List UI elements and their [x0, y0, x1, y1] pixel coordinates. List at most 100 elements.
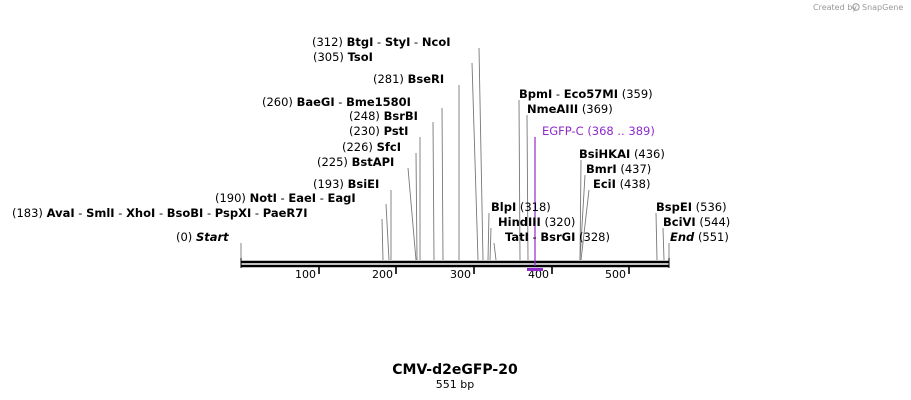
- enzyme-name: TatI: [505, 230, 529, 244]
- enzyme-name: Bme1580I: [346, 95, 411, 109]
- enzyme-name: BmrI: [586, 162, 617, 176]
- enzyme-label[interactable]: BmrI (437): [586, 162, 651, 176]
- name-separator: -: [316, 191, 327, 205]
- ruler-tick-label: 400: [528, 268, 549, 281]
- map-length: 551 bp: [436, 378, 474, 391]
- enzyme-position: (190): [215, 191, 246, 205]
- enzyme-name: EaeI: [288, 191, 316, 205]
- enzyme-name: BstAPI: [352, 155, 395, 169]
- enzyme-name: NmeAIII: [527, 102, 578, 116]
- enzyme-name: PspXI: [215, 206, 251, 220]
- enzyme-label[interactable]: (281) BseRI: [373, 72, 444, 86]
- feature-label[interactable]: EGFP-C (368 .. 389): [542, 124, 655, 138]
- enzyme-position: (318): [520, 200, 551, 214]
- name-separator: -: [203, 206, 214, 220]
- name-separator: -: [277, 191, 288, 205]
- enzyme-connector: [662, 227, 665, 261]
- enzyme-connector: [580, 189, 590, 261]
- enzyme-label[interactable]: BsiHKAI (436): [579, 147, 665, 161]
- enzyme-name: Start: [196, 230, 229, 244]
- enzyme-label[interactable]: (193) BsiEI: [313, 177, 379, 191]
- snapgene-logo-icon: [852, 3, 860, 11]
- enzyme-name: BsrBI: [384, 109, 418, 123]
- enzyme-label[interactable]: (248) BsrBI: [349, 109, 418, 123]
- enzyme-connector: [655, 212, 658, 261]
- enzyme-connector: [487, 212, 490, 261]
- enzyme-name: NotI: [250, 191, 277, 205]
- enzyme-name: PaeR7I: [263, 206, 308, 220]
- feature-egfp-c[interactable]: EGFP-C (368 .. 389): [527, 124, 655, 271]
- enzyme-label[interactable]: BpmI - Eco57MI (359): [519, 87, 653, 101]
- enzyme-connector: [579, 174, 586, 261]
- enzyme-label[interactable]: HindIII (320): [498, 215, 575, 229]
- enzyme-position: (436): [634, 147, 665, 161]
- enzyme-name: End: [670, 230, 695, 244]
- enzyme-connector: [489, 227, 492, 261]
- feature-range: (368 .. 389): [587, 124, 655, 138]
- enzyme-name: EagI: [328, 191, 356, 205]
- name-separator: -: [335, 95, 346, 109]
- name-separator: -: [115, 206, 126, 220]
- name-separator: -: [155, 206, 166, 220]
- enzyme-label[interactable]: (312) BtgI - StyI - NcoI: [312, 35, 451, 49]
- enzyme-connector: [385, 203, 390, 261]
- sequence-backbone: [240, 258, 670, 268]
- enzyme-connector-lines: [240, 47, 670, 261]
- enzyme-connector: [432, 121, 435, 261]
- enzyme-label[interactable]: End (551): [670, 230, 729, 244]
- enzyme-position: (328): [579, 230, 610, 244]
- enzyme-label[interactable]: BspEI (536): [656, 200, 727, 214]
- enzyme-label[interactable]: (190) NotI - EaeI - EagI: [215, 191, 356, 205]
- enzyme-name: BspEI: [656, 200, 692, 214]
- enzyme-label[interactable]: NmeAIII (369): [527, 102, 613, 116]
- enzyme-label[interactable]: (0) Start: [176, 230, 229, 244]
- enzyme-name: BciVI: [663, 215, 696, 229]
- enzyme-position: (312): [312, 35, 343, 49]
- enzyme-label[interactable]: (260) BaeGI - Bme1580I: [262, 95, 411, 109]
- name-separator: -: [529, 230, 540, 244]
- enzyme-position: (225): [317, 155, 348, 169]
- ruler-tick-label: 100: [295, 268, 316, 281]
- enzyme-position: (193): [313, 177, 344, 191]
- enzyme-position: (544): [699, 215, 730, 229]
- enzyme-name: BsrGI: [540, 230, 575, 244]
- enzyme-position: (281): [373, 72, 404, 86]
- enzyme-position: (369): [582, 102, 613, 116]
- enzyme-connector: [471, 62, 479, 261]
- enzyme-name: BtgI: [347, 35, 374, 49]
- enzyme-label[interactable]: EciI (438): [593, 177, 651, 191]
- enzyme-name: StyI: [385, 35, 411, 49]
- enzyme-connector: [579, 159, 582, 261]
- name-separator: -: [251, 206, 262, 220]
- enzyme-name: BsiHKAI: [579, 147, 630, 161]
- enzyme-name: TsoI: [348, 50, 373, 64]
- enzyme-label[interactable]: (225) BstAPI: [317, 155, 394, 169]
- feature-bar[interactable]: [527, 268, 543, 271]
- ruler-tick-label: 300: [450, 268, 471, 281]
- enzyme-label[interactable]: (183) AvaI - SmlI - XhoI - BsoBI - PspXI…: [12, 206, 308, 220]
- map-title: CMV-d2eGFP-20: [392, 362, 518, 378]
- enzyme-name: SfcI: [377, 140, 401, 154]
- credit-text: Created by: [813, 3, 857, 12]
- enzyme-label[interactable]: (230) PstI: [349, 124, 408, 138]
- enzyme-name: BpmI: [519, 87, 552, 101]
- enzyme-position: (183): [12, 206, 43, 220]
- enzyme-position: (0): [176, 230, 192, 244]
- enzyme-name: NcoI: [422, 35, 451, 49]
- ruler-tick-label: 500: [605, 268, 626, 281]
- enzyme-label[interactable]: (305) TsoI: [313, 50, 373, 64]
- enzyme-name: BsoBI: [167, 206, 204, 220]
- enzyme-label[interactable]: TatI - BsrGI (328): [505, 230, 610, 244]
- enzyme-label[interactable]: (226) SfcI: [342, 140, 401, 154]
- enzyme-label[interactable]: BciVI (544): [663, 215, 730, 229]
- enzyme-name: Eco57MI: [564, 87, 618, 101]
- enzyme-position: (438): [620, 177, 651, 191]
- enzyme-name: BlpI: [491, 200, 516, 214]
- enzyme-label[interactable]: BlpI (318): [491, 200, 551, 214]
- enzyme-position: (551): [698, 230, 729, 244]
- enzyme-position: (437): [620, 162, 651, 176]
- credit-brand: SnapGene: [862, 3, 903, 12]
- enzyme-name: AvaI: [47, 206, 75, 220]
- name-separator: -: [552, 87, 563, 101]
